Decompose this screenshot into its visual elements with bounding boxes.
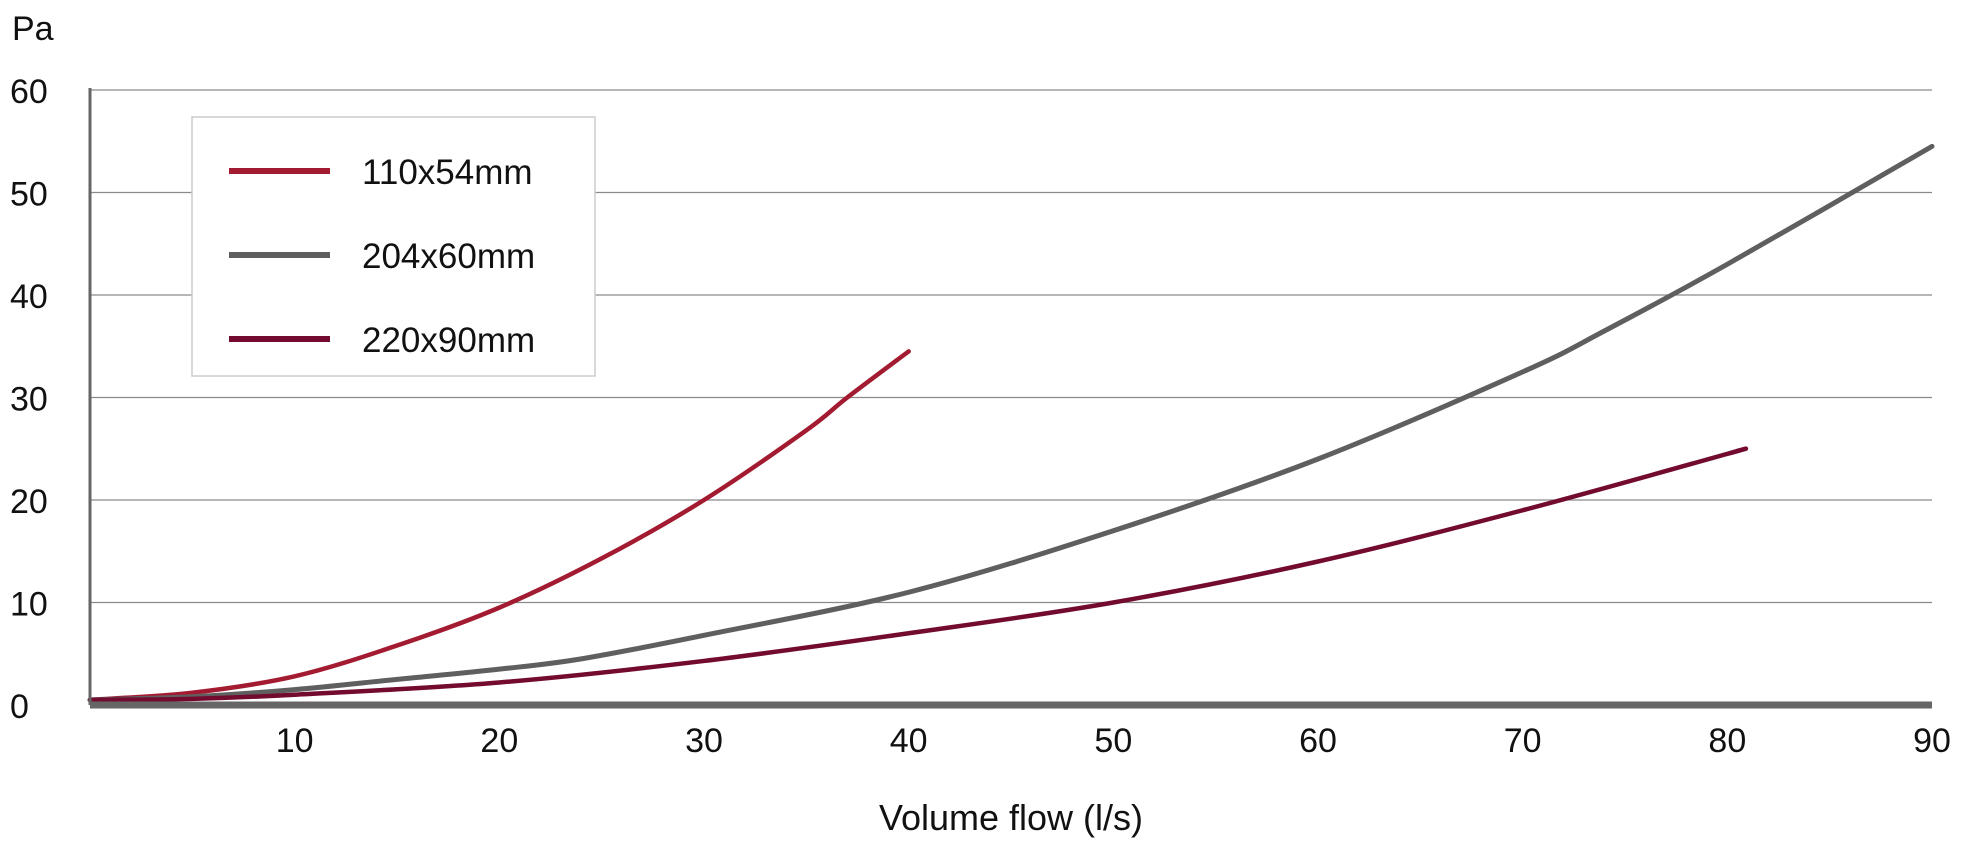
x-axis-label: Volume flow (l/s) — [879, 797, 1143, 838]
x-tick-label: 80 — [1708, 722, 1746, 760]
axes — [88, 88, 1932, 709]
x-tick-label: 40 — [890, 722, 928, 760]
series-line-220x90mm — [87, 446, 1749, 703]
y-tick-label: 10 — [10, 586, 48, 624]
x-tick-label: 10 — [276, 722, 314, 760]
legend-box — [191, 116, 596, 377]
legend-label: 110x54mm — [362, 153, 533, 192]
series-line-110x54mm — [87, 349, 911, 703]
y-tick-label: 60 — [10, 73, 48, 111]
x-tick-label: 60 — [1299, 722, 1337, 760]
y-tick-label: 0 — [10, 688, 29, 726]
y-tick-label: 40 — [10, 278, 48, 316]
y-tick-label: 20 — [10, 483, 48, 521]
legend-label: 220x90mm — [362, 321, 535, 360]
legend: 110x54mm 204x60mm 220x90mm — [191, 116, 596, 377]
legend-label: 204x60mm — [362, 237, 535, 276]
y-tick-label: 50 — [10, 176, 48, 214]
tick-labels: 0 10 20 30 40 50 60 10 20 30 40 50 60 70 80 90 — [10, 73, 1951, 760]
x-tick-label: 20 — [480, 722, 518, 760]
x-tick-label: 50 — [1094, 722, 1132, 760]
y-axis-label: Pa — [12, 10, 54, 48]
y-tick-label: 30 — [10, 381, 48, 419]
series-lines — [87, 143, 1935, 703]
x-tick-label: 70 — [1504, 722, 1542, 760]
x-tick-label: 30 — [685, 722, 723, 760]
series-line-204x60mm — [87, 143, 1935, 703]
x-tick-label: 90 — [1913, 722, 1951, 760]
